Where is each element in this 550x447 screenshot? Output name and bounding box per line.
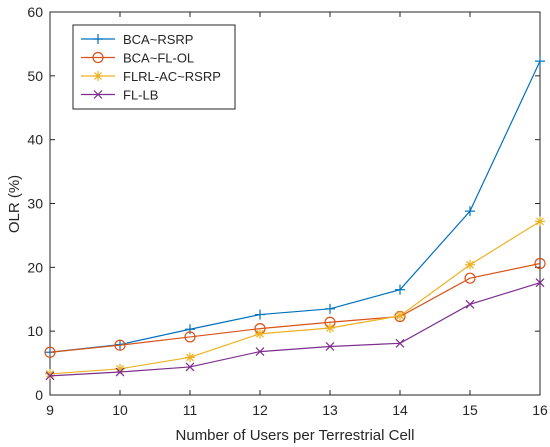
data-point-fl-lb [535, 278, 545, 288]
x-tick-label: 13 [322, 402, 338, 418]
data-point-bca-rsrp [395, 284, 405, 295]
data-point-flrl-ac-rsrp [465, 259, 475, 270]
data-point-fl-lb [255, 347, 265, 357]
legend-label: BCA~RSRP [123, 32, 193, 47]
data-point-flrl-ac-rsrp [535, 216, 545, 227]
legend-marker [93, 90, 103, 99]
y-axis-label: OLR (%) [6, 175, 23, 233]
data-point-bca-fl-ol [44, 346, 56, 358]
legend-entry-flrl-ac-rsrp: FLRL-AC~RSRP [81, 69, 221, 84]
series-layer [44, 56, 546, 381]
x-tick-label: 9 [46, 402, 54, 418]
data-point-flrl-ac-rsrp [45, 368, 55, 379]
legend-marker [92, 51, 104, 64]
x-tick-label: 14 [392, 402, 408, 418]
series-bca-rsrp [45, 56, 545, 358]
legend-label: FLRL-AC~RSRP [123, 69, 221, 84]
data-point-bca-rsrp [535, 56, 545, 67]
y-tick-label: 50 [27, 68, 43, 84]
y-tick-label: 20 [27, 259, 43, 275]
series-line-bca-rsrp [49, 60, 541, 353]
legend-entry-bca-rsrp: BCA~RSRP [81, 32, 193, 47]
data-point-bca-rsrp [465, 206, 475, 217]
series-line-bca-fl-ol [49, 262, 541, 353]
data-point-fl-lb [395, 338, 405, 348]
x-axis-label: Number of Users per Terrestrial Cell [176, 427, 415, 444]
data-point-fl-lb [185, 362, 195, 372]
data-point-fl-lb [115, 367, 125, 377]
y-tick-label: 40 [27, 132, 43, 148]
series-flrl-ac-rsrp [45, 216, 545, 379]
data-point-flrl-ac-rsrp [255, 328, 265, 339]
x-tick-label: 15 [462, 402, 478, 418]
series-bca-fl-ol [44, 257, 546, 358]
data-point-fl-lb [325, 342, 335, 351]
data-point-bca-fl-ol [464, 272, 476, 284]
y-tick-label: 0 [35, 387, 43, 403]
series-line-flrl-ac-rsrp [49, 220, 541, 375]
data-point-flrl-ac-rsrp [185, 352, 195, 363]
legend-entry-fl-lb: FL-LB [81, 88, 158, 103]
y-tick-label: 30 [27, 196, 43, 212]
series-line-fl-lb [49, 282, 541, 377]
y-tick-label: 60 [27, 4, 43, 20]
series-fl-lb [45, 278, 545, 381]
legend: BCA~RSRP BCA~FL-OL FLRL-AC~RSRP FL-LB [72, 24, 236, 110]
x-tick-label: 11 [183, 402, 198, 418]
data-point-bca-rsrp [185, 324, 195, 335]
data-point-bca-fl-ol [534, 257, 546, 270]
legend-marker [93, 71, 103, 81]
data-point-bca-fl-ol [184, 331, 196, 343]
data-point-flrl-ac-rsrp [325, 322, 335, 333]
legend-label: FL-LB [123, 88, 158, 103]
x-tick-label: 10 [112, 402, 128, 418]
y-tick-label: 10 [27, 323, 43, 339]
data-point-bca-rsrp [255, 309, 265, 320]
x-tick-label: 12 [252, 402, 268, 418]
legend-label: BCA~FL-OL [123, 51, 194, 66]
x-tick-label: 16 [532, 402, 548, 418]
legend-marker [93, 34, 103, 44]
axis-ticks: 9 10 11 12 13 14 15 16 0 10 20 30 40 50 60 [27, 4, 548, 418]
data-point-bca-fl-ol [114, 339, 126, 351]
data-point-fl-lb [465, 299, 475, 309]
legend-entry-bca-fl-ol: BCA~FL-OL [81, 51, 194, 66]
data-point-bca-rsrp [325, 303, 335, 314]
data-point-fl-lb [45, 371, 55, 381]
data-point-flrl-ac-rsrp [395, 310, 405, 321]
